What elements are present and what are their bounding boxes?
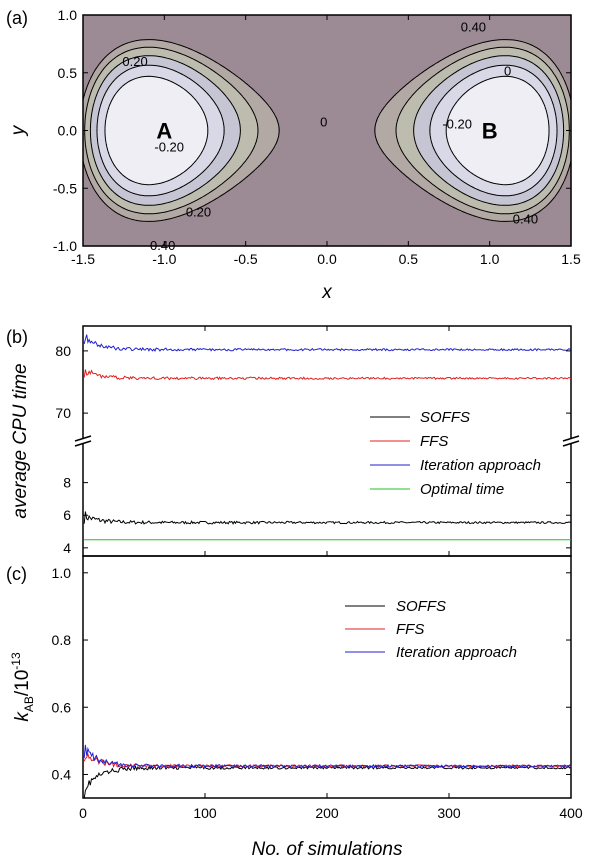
panel-label: (b) bbox=[6, 327, 28, 347]
x-tick-label: 0 bbox=[79, 805, 87, 821]
y-tick-label: 0.8 bbox=[52, 632, 72, 648]
legend-label: SOFFS bbox=[396, 598, 446, 615]
contour-label: 0.20 bbox=[186, 204, 211, 219]
contour-label: 0.40 bbox=[461, 20, 486, 35]
y-tick-label: 8 bbox=[63, 475, 71, 491]
legend-label: SOFFS bbox=[420, 409, 470, 426]
x-tick-label: -0.5 bbox=[234, 251, 258, 267]
y-tick-label: 70 bbox=[55, 405, 71, 421]
series-line-iteration-approach bbox=[84, 335, 571, 351]
series-line-ffs bbox=[84, 754, 571, 768]
series-line-iteration-approach bbox=[84, 745, 571, 768]
y-tick-label: 1.0 bbox=[58, 7, 78, 23]
y-label-sub: AB bbox=[22, 696, 36, 712]
legend-label: Iteration approach bbox=[396, 644, 517, 661]
contour-label: -0.20 bbox=[442, 117, 472, 132]
contour-label: 0.20 bbox=[122, 54, 147, 69]
y-tick-label: 0.6 bbox=[52, 699, 72, 715]
y-label-rest: /10 bbox=[12, 670, 33, 696]
x-tick-label: 400 bbox=[559, 805, 583, 821]
y-axis-label: average CPU time bbox=[10, 363, 31, 518]
panel-label: (c) bbox=[6, 564, 27, 584]
panel-c-rate-constant-plot: 0.4 0.6 0.8 1.0 0 100 200 300 400 SOFFS FFS Iterati… bbox=[6, 556, 583, 860]
y-tick-label: 4 bbox=[63, 540, 71, 556]
series-line-soffs bbox=[84, 766, 571, 798]
x-tick-label: 200 bbox=[315, 805, 339, 821]
x-axis-label: x bbox=[321, 282, 333, 303]
legend-label: FFS bbox=[396, 621, 424, 638]
x-tick-label: 100 bbox=[193, 805, 217, 821]
legend-label: Iteration approach bbox=[420, 457, 541, 474]
x-tick-label: 0.0 bbox=[317, 251, 337, 267]
y-tick-label: 0.0 bbox=[58, 123, 78, 139]
series-line-ffs bbox=[84, 370, 571, 380]
panel-b-cpu-time-plot: 70 80 4 6 8 SOFFS FFS Iteration approach Optimal… bbox=[6, 326, 579, 556]
x-tick-label: 0.5 bbox=[399, 251, 419, 267]
x-tick-label: -1.0 bbox=[152, 251, 176, 267]
series-line-soffs bbox=[84, 512, 571, 524]
legend-label: Optimal time bbox=[420, 481, 504, 498]
y-label-sup: -13 bbox=[9, 652, 23, 670]
y-axis-label: y bbox=[8, 124, 29, 137]
y-tick-label: 1.0 bbox=[52, 565, 72, 581]
plot-frame bbox=[83, 556, 571, 798]
contour-label: 0.40 bbox=[513, 211, 538, 226]
contour-label: 0 bbox=[320, 114, 327, 129]
y-axis-label: kAB/10-13 bbox=[9, 652, 36, 722]
panel-label: (a) bbox=[6, 8, 28, 28]
state-label-b: B bbox=[482, 119, 498, 144]
x-tick-label: 1.0 bbox=[480, 251, 500, 267]
y-tick-label: 0.5 bbox=[58, 65, 78, 81]
y-tick-label: -0.5 bbox=[53, 180, 77, 196]
y-tick-label: 80 bbox=[55, 343, 71, 359]
state-label-a: A bbox=[156, 119, 172, 144]
contour-label: 0 bbox=[504, 63, 511, 78]
y-tick-label: -1.0 bbox=[53, 238, 77, 254]
x-axis-label: No. of simulations bbox=[251, 839, 403, 860]
legend-label: FFS bbox=[420, 433, 448, 450]
y-tick-label: 6 bbox=[63, 507, 71, 523]
x-tick-label: 300 bbox=[437, 805, 461, 821]
x-tick-label: 1.5 bbox=[561, 251, 581, 267]
y-tick-label: 0.4 bbox=[52, 766, 72, 782]
